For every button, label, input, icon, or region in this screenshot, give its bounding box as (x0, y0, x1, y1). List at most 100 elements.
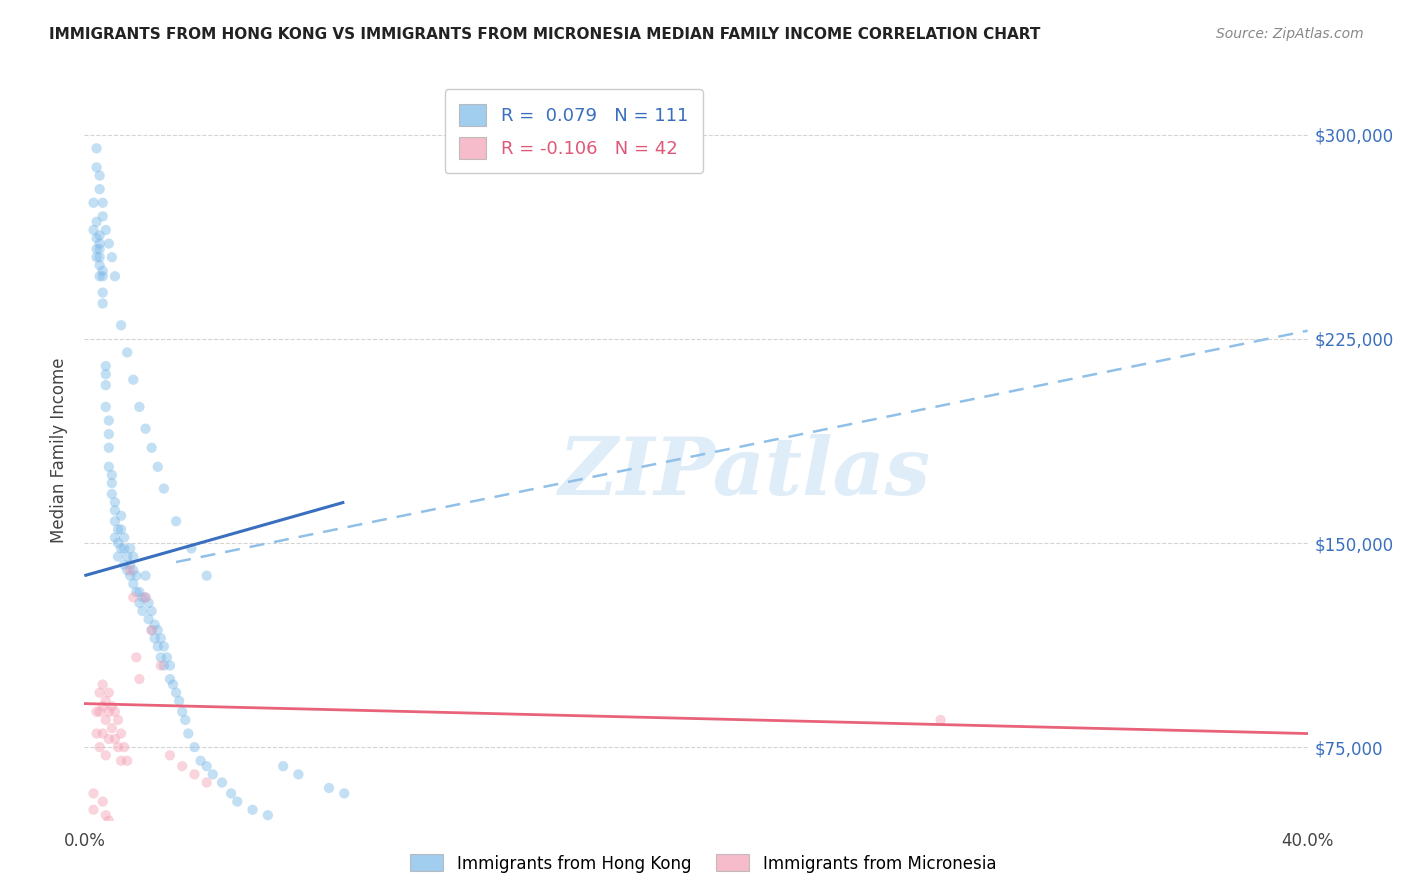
Point (101, 250, 124, 264)
Point (120, 568, 142, 582)
Point (141, 441, 163, 455)
Point (162, 677, 184, 691)
Point (333, 786, 356, 800)
Point (97, 413, 120, 427)
Text: ZIPatlas: ZIPatlas (558, 434, 931, 511)
Point (107, 713, 129, 727)
Point (159, 658, 181, 673)
Point (115, 563, 138, 577)
Point (86, 141, 108, 155)
Point (83, 223, 105, 237)
Point (112, 740, 135, 755)
Point (115, 549, 138, 564)
Point (115, 345, 138, 359)
Point (97, 236, 120, 251)
Point (159, 672, 181, 686)
Point (195, 568, 218, 582)
Point (89, 236, 111, 251)
Point (149, 658, 172, 673)
Point (94, 400, 117, 414)
Point (143, 617, 166, 632)
Point (91, 726, 114, 740)
Point (91, 264, 114, 278)
Point (86, 161, 108, 175)
Point (138, 612, 160, 626)
Point (125, 585, 148, 599)
Point (110, 754, 132, 768)
Point (104, 731, 127, 746)
Point (159, 748, 181, 763)
Point (183, 740, 205, 755)
Point (101, 467, 124, 482)
Point (120, 563, 142, 577)
Point (101, 699, 124, 714)
Point (195, 775, 218, 789)
Point (91, 296, 114, 310)
Point (107, 522, 129, 536)
Point (110, 726, 132, 740)
Point (135, 591, 157, 605)
Point (89, 259, 111, 273)
Point (128, 596, 150, 610)
Point (149, 632, 172, 646)
Point (94, 694, 117, 708)
Point (104, 503, 127, 517)
Point (128, 585, 150, 599)
Point (94, 378, 117, 392)
Point (91, 285, 114, 300)
Point (138, 596, 160, 610)
Point (86, 250, 108, 264)
Point (143, 632, 166, 646)
Point (91, 699, 114, 714)
Point (271, 759, 294, 773)
Point (120, 541, 142, 556)
Point (94, 368, 117, 382)
Point (146, 459, 169, 474)
Point (219, 786, 242, 800)
Point (89, 169, 111, 183)
Point (83, 786, 105, 800)
Point (226, 795, 249, 809)
Text: Source: ZipAtlas.com: Source: ZipAtlas.com (1216, 27, 1364, 41)
Point (167, 694, 190, 708)
Point (89, 242, 111, 256)
Point (94, 808, 117, 822)
Point (94, 223, 117, 237)
Point (101, 487, 124, 501)
Point (195, 759, 218, 773)
Point (97, 441, 120, 455)
Y-axis label: Median Family Income: Median Family Income (51, 358, 69, 543)
Point (97, 731, 120, 746)
Point (131, 604, 153, 618)
Point (110, 522, 132, 536)
Point (97, 459, 120, 474)
Point (104, 269, 127, 284)
Point (122, 373, 145, 387)
Point (104, 705, 127, 719)
Point (128, 672, 150, 686)
Point (89, 182, 111, 196)
Point (146, 623, 169, 637)
Point (177, 726, 200, 740)
Point (115, 754, 138, 768)
Point (242, 803, 264, 817)
Point (125, 650, 148, 665)
Point (122, 563, 145, 577)
Point (112, 541, 135, 556)
Point (183, 767, 205, 781)
Point (174, 713, 197, 727)
Point (89, 228, 111, 243)
Point (131, 591, 153, 605)
Point (91, 269, 114, 284)
Point (929, 713, 952, 727)
Point (86, 215, 108, 229)
Point (165, 686, 187, 700)
Point (287, 767, 309, 781)
Point (110, 508, 132, 523)
Point (146, 640, 169, 654)
Point (83, 803, 105, 817)
Point (149, 650, 172, 665)
Point (89, 740, 111, 755)
Point (165, 514, 187, 528)
Point (110, 318, 132, 333)
